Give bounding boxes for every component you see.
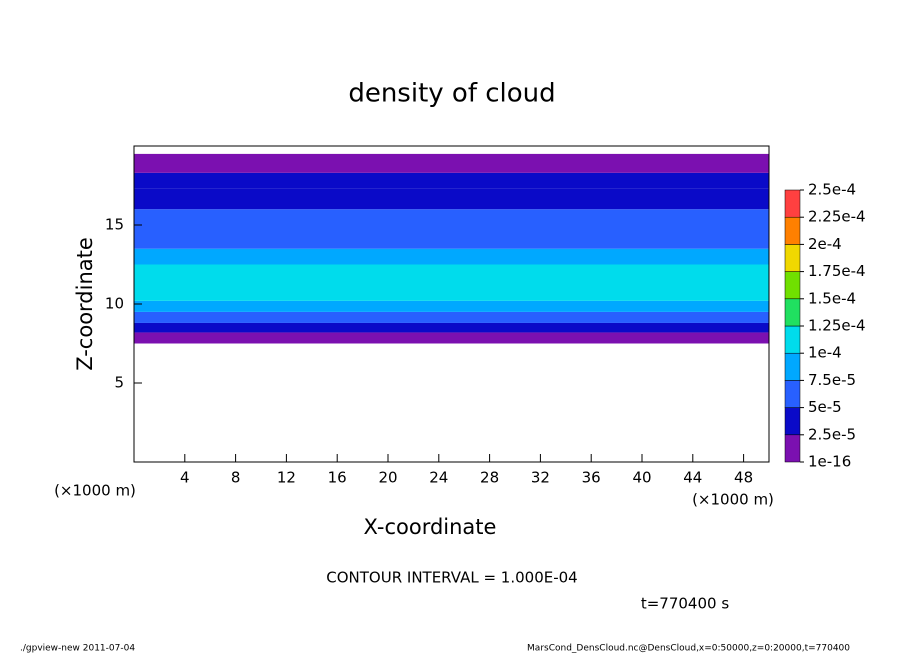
density-layer	[134, 322, 769, 333]
density-layer	[134, 209, 769, 249]
y-axis-label: Z-coordinate	[73, 237, 97, 371]
density-layer	[134, 311, 769, 323]
x-tick-label: 28	[480, 469, 499, 487]
x-tick-label: 48	[734, 469, 753, 487]
colorbar-label: 1e-16	[808, 453, 851, 471]
contour-note: CONTOUR INTERVAL = 1.000E-04	[326, 569, 577, 587]
density-layer	[134, 248, 769, 265]
colorbar-label: 2e-4	[808, 235, 842, 253]
x-tick-label: 16	[328, 469, 347, 487]
footer-left: ./gpview-new 2011-07-04	[20, 644, 135, 654]
density-layer	[134, 172, 769, 189]
colorbar-swatch	[784, 407, 801, 436]
x-tick-label: 4	[180, 469, 190, 487]
x-tick-label: 44	[683, 469, 702, 487]
chart-title: density of cloud	[348, 79, 555, 109]
colorbar-swatch	[784, 380, 801, 408]
x-tick-label: 8	[231, 469, 241, 487]
density-layer	[134, 300, 769, 312]
colorbar-label: 1.5e-4	[808, 289, 856, 307]
colorbar-label: 1.25e-4	[808, 317, 866, 335]
x-tick-label: 36	[582, 469, 601, 487]
density-layer	[134, 332, 769, 344]
colorbar-swatch	[784, 271, 801, 300]
footer-right: MarsCond_DensCloud.nc@DensCloud,x=0:5000…	[527, 644, 850, 654]
y-unit: (×1000 m)	[54, 482, 136, 500]
y-tick-label: 15	[105, 216, 124, 234]
x-axis-label: X-coordinate	[364, 515, 497, 539]
time-note: t=770400 s	[641, 595, 729, 613]
colorbar-label: 1e-4	[808, 344, 842, 362]
colorbar-swatch	[784, 298, 801, 327]
colorbar-swatch	[784, 189, 801, 218]
x-tick-label: 24	[429, 469, 448, 487]
colorbar-swatch	[784, 325, 801, 354]
y-tick-label: 5	[114, 374, 124, 392]
x-tick-label: 12	[277, 469, 296, 487]
colorbar-label: 2.25e-4	[808, 208, 866, 226]
colorbar-label: 1.75e-4	[808, 262, 866, 280]
density-layer	[134, 264, 769, 301]
y-tick-label: 10	[105, 295, 124, 313]
colorbar-label: 2.5e-5	[808, 425, 856, 443]
density-layer	[134, 188, 769, 210]
x-tick-label: 40	[632, 469, 651, 487]
x-tick-label: 32	[531, 469, 550, 487]
colorbar-label: 5e-5	[808, 398, 842, 416]
x-tick-label: 20	[378, 469, 397, 487]
colorbar-label: 2.5e-4	[808, 181, 856, 199]
colorbar-swatch	[784, 352, 801, 381]
colorbar-swatch	[784, 216, 801, 245]
density-layer	[134, 153, 769, 173]
colorbar-swatch	[784, 434, 801, 463]
colorbar-label: 7.5e-5	[808, 371, 856, 389]
x-unit: (×1000 m)	[692, 491, 774, 509]
colorbar-swatch	[784, 244, 801, 272]
